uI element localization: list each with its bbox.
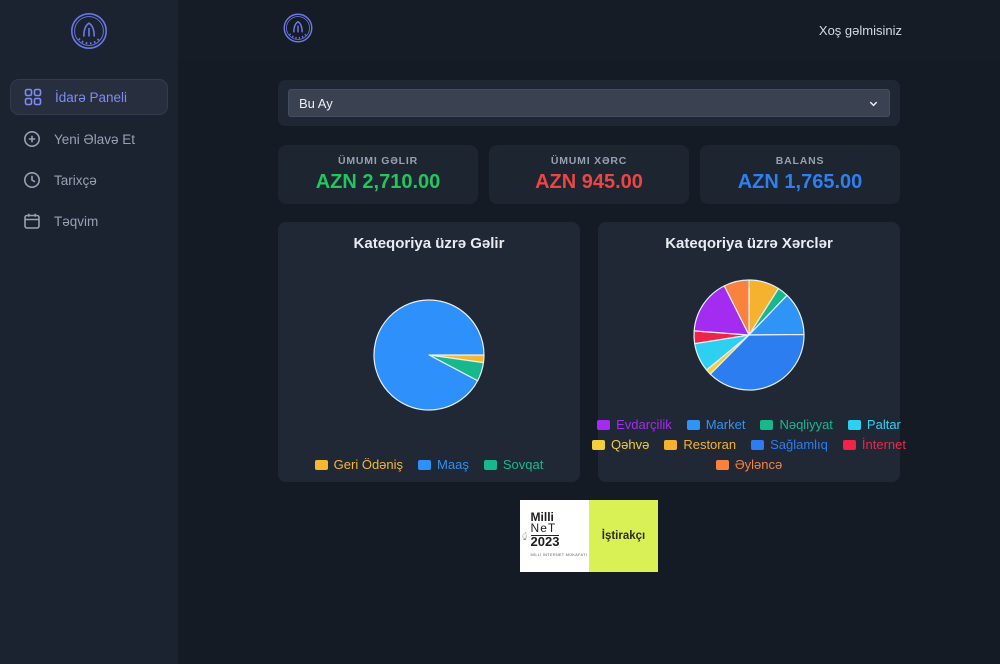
- legend-label: Sağlamlıq: [770, 437, 828, 452]
- chart-title: Kateqoriya üzrə Gəlir: [353, 235, 505, 252]
- legend-item[interactable]: Restoran: [664, 437, 736, 452]
- legend-swatch: [760, 419, 774, 430]
- sidebar-item-history[interactable]: Tarixçə: [10, 163, 168, 197]
- legend-label: Evdarçilik: [616, 417, 672, 432]
- plus-circle-icon: [23, 130, 41, 148]
- legend-label: Market: [705, 417, 746, 432]
- sidebar-item-label: Tarixçə: [54, 172, 97, 188]
- legend-label: Maaş: [437, 457, 469, 472]
- main-content: Bu Ay ÜMUMI GƏLIR AZN 2,710.00 ÜMUMI XƏR…: [178, 60, 1000, 664]
- coin-logo-icon: [283, 13, 313, 42]
- charts-row: Kateqoriya üzrə Gəlir Geri Ödəniş Maaş Sov…: [278, 222, 906, 482]
- pie-slice[interactable]: [723, 278, 750, 336]
- expense-chart-legend: Evdarçilik Market Nəqliyyat Paltar Qəhvə Rest…: [592, 417, 906, 472]
- legend-label: Əyləncə: [734, 457, 783, 472]
- pie-chart-svg: [373, 298, 485, 411]
- pie-slice[interactable]: [373, 298, 485, 411]
- expense-pie-chart: [692, 252, 806, 417]
- legend-swatch: [418, 459, 432, 470]
- coin-logo-icon: [70, 12, 108, 50]
- sidebar-item-calendar[interactable]: Təqvim: [10, 204, 168, 238]
- sidebar-nav: İdarə Paneli Yeni Əlavə Et Tarixçə: [0, 79, 178, 238]
- legend-swatch: [314, 459, 328, 470]
- welcome-text: Xoş gəlmisiniz: [818, 22, 902, 38]
- legend-item[interactable]: Əyləncə: [715, 457, 783, 472]
- brand-caption: MİLLİ İNTERNET MÜKAFATI: [530, 552, 587, 557]
- legend-swatch: [686, 419, 700, 430]
- legend-swatch: [715, 459, 729, 470]
- total-income-card: ÜMUMI GƏLIR AZN 2,710.00: [278, 145, 478, 204]
- buta-icon: [522, 532, 527, 540]
- header: Xoş gəlmisiniz: [178, 0, 1000, 60]
- sidebar-item-label: Yeni Əlavə Et: [54, 131, 135, 147]
- balance-card: BALANS AZN 1,765.00: [700, 145, 900, 204]
- legend-swatch: [483, 459, 497, 470]
- calendar-icon: [23, 212, 41, 230]
- millinet-badge: Milli NeT 2023 MİLLİ İNTERNET MÜKAFATI İ…: [520, 500, 658, 572]
- sidebar-logo: [0, 0, 178, 79]
- legend-row: Qəhvə Restoran Sağlamlıq İnternet: [592, 437, 906, 452]
- pie-chart-svg: [693, 278, 805, 391]
- income-chart-panel: Kateqoriya üzrə Gəlir Geri Ödəniş Maaş Sov…: [278, 222, 580, 482]
- sidebar-item-add-new[interactable]: Yeni Əlavə Et: [10, 122, 168, 156]
- total-expense-card: ÜMUMI XƏRC AZN 945.00: [489, 145, 689, 204]
- legend-item[interactable]: Geri Ödəniş: [314, 457, 404, 472]
- pie-slice[interactable]: [693, 284, 750, 336]
- legend-item[interactable]: Sovqat: [483, 457, 544, 472]
- period-filter-panel: Bu Ay: [278, 80, 900, 126]
- summary-cards: ÜMUMI GƏLIR AZN 2,710.00 ÜMUMI XƏRC AZN …: [278, 145, 900, 204]
- legend-row: Əyləncə: [715, 457, 783, 472]
- brand-line: NeT: [530, 521, 557, 535]
- millinet-wordmark: Milli NeT 2023 MİLLİ İNTERNET MÜKAFATI: [530, 510, 587, 560]
- legend-label: Paltar: [866, 417, 901, 432]
- millinet-logo: Milli NeT 2023 MİLLİ İNTERNET MÜKAFATI: [520, 500, 589, 572]
- grid-icon: [24, 88, 42, 106]
- legend-row: Evdarçilik Market Nəqliyyat Paltar: [597, 417, 901, 432]
- chevron-down-icon: [868, 98, 879, 109]
- sidebar: İdarə Paneli Yeni Əlavə Et Tarixçə: [0, 0, 178, 664]
- legend-item[interactable]: Sağlamlıq: [751, 437, 828, 452]
- legend-item[interactable]: İnternet: [842, 437, 906, 452]
- period-select-value: Bu Ay: [299, 95, 333, 111]
- expense-chart-panel: Kateqoriya üzrə Xərclər Evdarçilik Market…: [592, 222, 906, 482]
- legend-item[interactable]: Market: [686, 417, 746, 432]
- sidebar-item-dashboard[interactable]: İdarə Paneli: [10, 79, 168, 115]
- legend-label: Geri Ödəniş: [333, 457, 404, 472]
- legend-item[interactable]: Nəqliyyat: [760, 417, 833, 432]
- card-value: AZN 2,710.00: [315, 171, 441, 193]
- card-label: ÜMUMI GƏLIR: [338, 155, 418, 167]
- millinet-tag: İştirakçı: [589, 500, 658, 572]
- legend-swatch: [597, 419, 611, 430]
- income-pie-chart: [372, 252, 486, 457]
- card-value: AZN 1,765.00: [737, 171, 863, 193]
- legend-label: Restoran: [683, 437, 737, 452]
- header-logo: [282, 12, 314, 49]
- brand-line: Milli: [530, 510, 554, 524]
- sidebar-item-label: İdarə Paneli: [55, 89, 128, 105]
- income-chart-legend: Geri Ödəniş Maaş Sovqat: [314, 457, 544, 472]
- legend-item[interactable]: Evdarçilik: [597, 417, 672, 432]
- legend-label: Sovqat: [502, 457, 544, 472]
- legend-row: Geri Ödəniş Maaş Sovqat: [314, 457, 544, 472]
- legend-swatch: [592, 439, 606, 450]
- clock-icon: [23, 171, 41, 189]
- legend-swatch: [664, 439, 678, 450]
- card-value: AZN 945.00: [535, 171, 643, 193]
- card-label: BALANS: [775, 155, 825, 167]
- pie-slice[interactable]: [709, 333, 805, 391]
- legend-label: Qəhvə: [611, 437, 650, 452]
- legend-item[interactable]: Maaş: [418, 457, 469, 472]
- legend-item[interactable]: Paltar: [847, 417, 901, 432]
- legend-label: Nəqliyyat: [779, 417, 833, 432]
- sidebar-item-label: Təqvim: [54, 213, 99, 229]
- legend-swatch: [847, 419, 861, 430]
- legend-item[interactable]: Qəhvə: [592, 437, 649, 452]
- card-label: ÜMUMI XƏRC: [550, 155, 628, 167]
- brand-line: 2023: [530, 534, 560, 549]
- legend-swatch: [751, 439, 765, 450]
- legend-label: İnternet: [861, 437, 906, 452]
- period-select[interactable]: Bu Ay: [288, 89, 890, 117]
- legend-swatch: [842, 439, 856, 450]
- chart-title: Kateqoriya üzrə Xərclər: [665, 235, 833, 252]
